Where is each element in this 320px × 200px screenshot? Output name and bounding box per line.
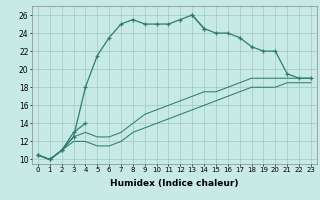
X-axis label: Humidex (Indice chaleur): Humidex (Indice chaleur) [110,179,239,188]
